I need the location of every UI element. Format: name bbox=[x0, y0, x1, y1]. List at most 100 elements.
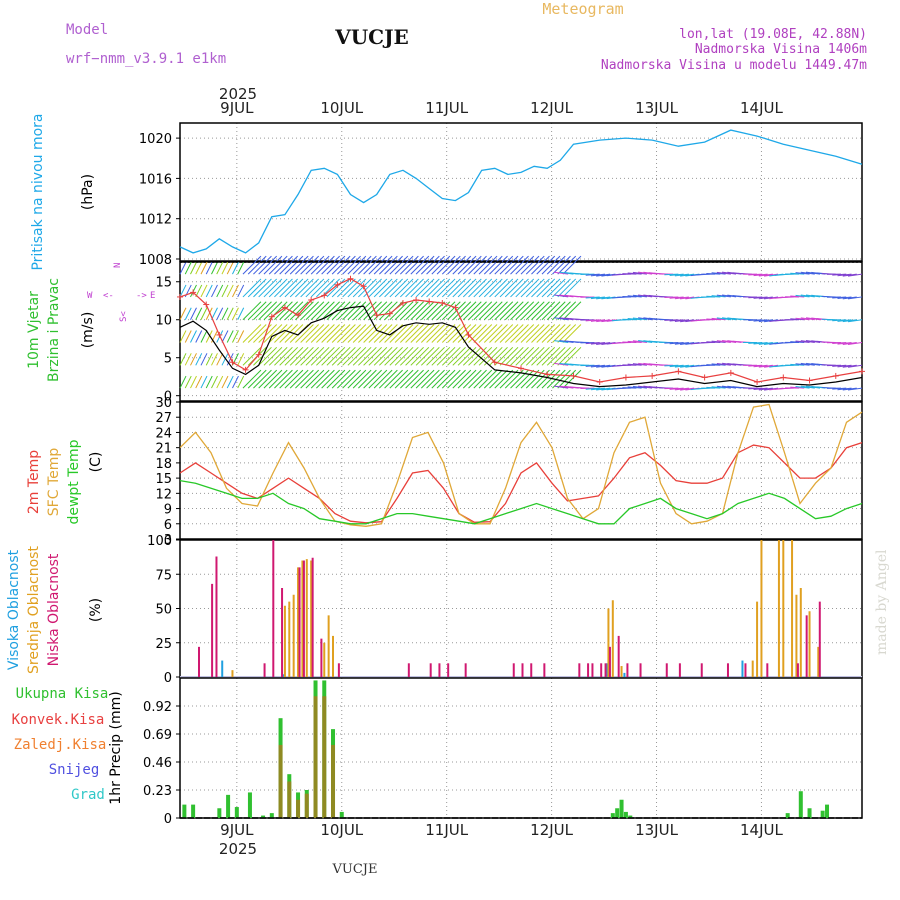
wind-barb bbox=[232, 307, 239, 320]
wind-barb bbox=[368, 255, 388, 275]
wind-barb bbox=[842, 387, 857, 391]
wind-barb bbox=[410, 369, 430, 389]
wind-barb bbox=[300, 278, 320, 298]
wind-barb bbox=[284, 369, 304, 389]
wind-barb bbox=[295, 346, 314, 366]
wind-barb bbox=[557, 278, 577, 298]
wind-barb bbox=[748, 342, 763, 344]
wind-barb bbox=[847, 319, 863, 323]
wind-barb bbox=[179, 284, 187, 298]
wind-barb bbox=[716, 362, 731, 366]
wind-barb bbox=[274, 346, 293, 366]
wind-barb bbox=[790, 341, 805, 344]
wind-barb bbox=[627, 295, 642, 298]
wind-barb bbox=[452, 324, 472, 343]
y-tick-label: 0.23 bbox=[143, 784, 172, 799]
wind-barb bbox=[436, 324, 456, 343]
wind-barb bbox=[300, 346, 320, 366]
precip-legend-4: Snijeg bbox=[49, 762, 100, 778]
model-name: wrf−nmm_v3.9.1 e1km bbox=[66, 51, 226, 67]
wind-barb bbox=[205, 261, 213, 275]
wind-barb bbox=[379, 369, 398, 389]
wind-barb bbox=[753, 296, 768, 299]
wind-barb bbox=[426, 346, 445, 366]
wind-barb bbox=[669, 364, 684, 368]
temp-2m-line bbox=[179, 441, 863, 524]
wind-barb bbox=[242, 346, 262, 366]
y-tick-label: 9 bbox=[164, 503, 172, 518]
wind-barb bbox=[211, 353, 218, 366]
year-top: 2025 bbox=[219, 85, 257, 103]
wind-barb bbox=[321, 346, 340, 366]
y-axis-label: (C) bbox=[88, 452, 104, 473]
wind-barb bbox=[590, 319, 605, 322]
wind-barb bbox=[837, 364, 852, 368]
wind-barb bbox=[847, 273, 863, 277]
wind-barb bbox=[200, 353, 208, 366]
wind-barb bbox=[415, 324, 435, 343]
wind-barb bbox=[541, 324, 561, 343]
wind-barb bbox=[337, 346, 356, 366]
wind-barb bbox=[368, 369, 388, 389]
wind-barb bbox=[347, 255, 367, 275]
wind-barb bbox=[758, 273, 773, 277]
wind-barb bbox=[632, 271, 647, 275]
y-tick-label: 0.92 bbox=[143, 700, 172, 715]
wind-barb bbox=[531, 301, 550, 321]
wind-barb bbox=[405, 324, 424, 343]
wind-barb bbox=[200, 284, 208, 298]
wind-barb bbox=[706, 318, 721, 321]
wind-barb bbox=[447, 369, 466, 389]
wind-barb bbox=[389, 346, 409, 366]
svg-text:W: W bbox=[87, 291, 93, 301]
wind-barb bbox=[541, 369, 561, 389]
wind-barb bbox=[347, 346, 367, 366]
wind-barb bbox=[520, 278, 540, 298]
wind-barb bbox=[805, 317, 821, 321]
wind-barb bbox=[389, 301, 409, 321]
wind-barb bbox=[420, 346, 440, 366]
wind-barb bbox=[748, 273, 763, 276]
wind-barb bbox=[520, 346, 540, 366]
wind-barb bbox=[342, 346, 361, 366]
wind-barb bbox=[436, 346, 456, 366]
wind-barb bbox=[300, 301, 320, 321]
wind-barb bbox=[410, 301, 430, 321]
wind-barb bbox=[790, 272, 805, 275]
day-label-bottom: 14JUL bbox=[740, 821, 783, 839]
wind-barb bbox=[627, 272, 642, 275]
wind-barb bbox=[242, 369, 262, 389]
wind-barb bbox=[837, 273, 852, 277]
wind-barb bbox=[473, 301, 493, 321]
wind-barb bbox=[590, 387, 605, 391]
y-axis-label: SFC Temp bbox=[46, 448, 62, 517]
wind-barb bbox=[525, 255, 545, 275]
y-axis-label: (hPa) bbox=[80, 174, 96, 210]
wind-barb bbox=[722, 385, 737, 389]
wind-barb bbox=[669, 319, 684, 322]
wind-barb bbox=[800, 317, 815, 321]
svg-text:<-: <- bbox=[103, 291, 114, 301]
wind-barb bbox=[483, 346, 503, 366]
wind-barb bbox=[237, 284, 245, 298]
wind-barb bbox=[441, 369, 461, 389]
wind-barb bbox=[263, 255, 283, 275]
wind-gust-line bbox=[179, 278, 863, 383]
wind-barb bbox=[179, 375, 187, 389]
wind-barb bbox=[420, 278, 440, 298]
wind-barb bbox=[837, 342, 852, 345]
wind-barb bbox=[358, 301, 377, 321]
wind-barb bbox=[664, 342, 679, 344]
y-axis-label: (m/s) bbox=[80, 312, 96, 349]
wind-barb bbox=[664, 387, 679, 390]
footer-station: VUCJE bbox=[332, 862, 378, 877]
y-tick-label: 1016 bbox=[139, 172, 172, 187]
wind-barb bbox=[279, 278, 299, 298]
total-precip-bar bbox=[615, 808, 620, 818]
y-tick-label: 0.46 bbox=[143, 756, 172, 771]
wind-barb bbox=[258, 346, 278, 366]
wind-barb bbox=[258, 369, 278, 389]
total-precip-bar bbox=[619, 799, 624, 818]
wind-barb bbox=[316, 369, 335, 389]
wind-barb bbox=[342, 369, 361, 389]
